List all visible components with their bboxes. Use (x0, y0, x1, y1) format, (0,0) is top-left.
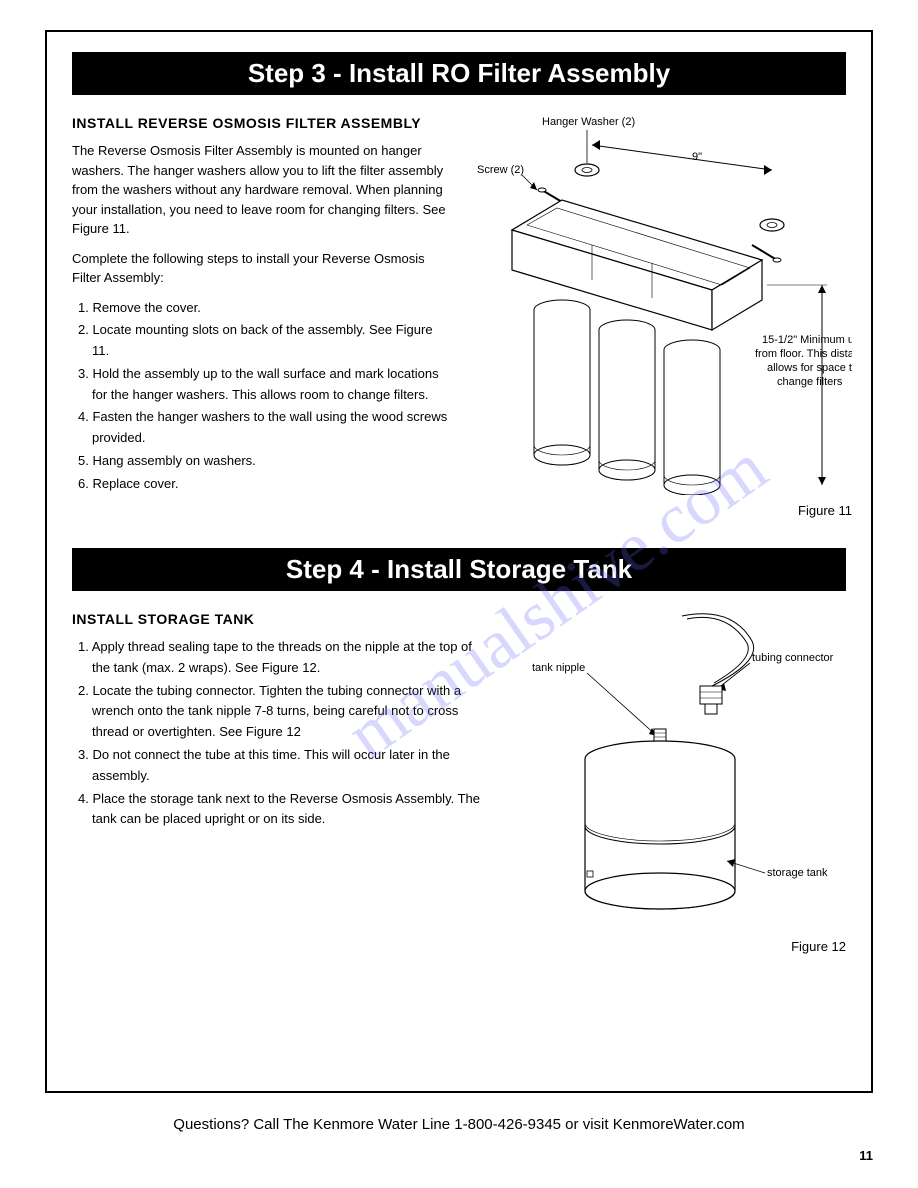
step4-item: 4. Place the storage tank next to the Re… (78, 789, 482, 831)
step3-title: INSTALL REVERSE OSMOSIS FILTER ASSEMBLY (72, 115, 452, 131)
page-number: 11 (859, 1148, 873, 1163)
height-note-4: change filters (777, 376, 843, 388)
tank-nipple-label: tank nipple (532, 662, 585, 674)
step4-figure-col: tubing connector tank nipple (502, 611, 846, 954)
storage-tank-label: storage tank (767, 867, 828, 879)
figure11-diagram: 9" Hanger Washer (2) Screw (2) (472, 115, 852, 495)
step3-list: 1. Remove the cover. 2. Locate mounting … (72, 298, 452, 495)
step3-text-col: INSTALL REVERSE OSMOSIS FILTER ASSEMBLY … (72, 115, 452, 518)
footer-text: Questions? Call The Kenmore Water Line 1… (0, 1116, 918, 1133)
step3-item: 3. Hold the assembly up to the wall surf… (78, 364, 452, 406)
step3-item: 6. Replace cover. (78, 474, 452, 495)
step4-item: 2. Locate the tubing connector. Tighten … (78, 681, 482, 743)
step4-list: 1. Apply thread sealing tape to the thre… (72, 637, 482, 830)
tubing-connector-label: tubing connector (752, 652, 834, 664)
hanger-washer-label: Hanger Washer (2) (542, 116, 635, 128)
figure12-diagram: tubing connector tank nipple (502, 611, 842, 931)
step3-para2: Complete the following steps to install … (72, 249, 452, 288)
spacer (72, 518, 846, 548)
step3-item: 4. Fasten the hanger washers to the wall… (78, 407, 452, 449)
step3-para1: The Reverse Osmosis Filter Assembly is m… (72, 141, 452, 239)
spacing-label: 9" (692, 151, 702, 163)
step4-content: INSTALL STORAGE TANK 1. Apply thread sea… (72, 611, 846, 954)
step3-banner: Step 3 - Install RO Filter Assembly (72, 52, 846, 95)
height-note-1: 15-1/2" Minimum up (762, 334, 852, 346)
step4-title: INSTALL STORAGE TANK (72, 611, 482, 627)
step3-item: 1. Remove the cover. (78, 298, 452, 319)
height-note-2: from floor. This distance (755, 348, 852, 360)
screw-label: Screw (2) (477, 164, 524, 176)
step4-item: 3. Do not connect the tube at this time.… (78, 745, 482, 787)
step4-banner: Step 4 - Install Storage Tank (72, 548, 846, 591)
step4-text-col: INSTALL STORAGE TANK 1. Apply thread sea… (72, 611, 482, 954)
step3-figure-col: 9" Hanger Washer (2) Screw (2) (472, 115, 852, 518)
step3-item: 5. Hang assembly on washers. (78, 451, 452, 472)
step3-content: INSTALL REVERSE OSMOSIS FILTER ASSEMBLY … (72, 115, 846, 518)
figure12-label: Figure 12 (502, 939, 846, 954)
page-border: Step 3 - Install RO Filter Assembly INST… (45, 30, 873, 1093)
height-note-3: allows for space to (767, 362, 852, 374)
step3-item: 2. Locate mounting slots on back of the … (78, 320, 452, 362)
step4-item: 1. Apply thread sealing tape to the thre… (78, 637, 482, 679)
figure11-label: Figure 11 (472, 503, 852, 518)
